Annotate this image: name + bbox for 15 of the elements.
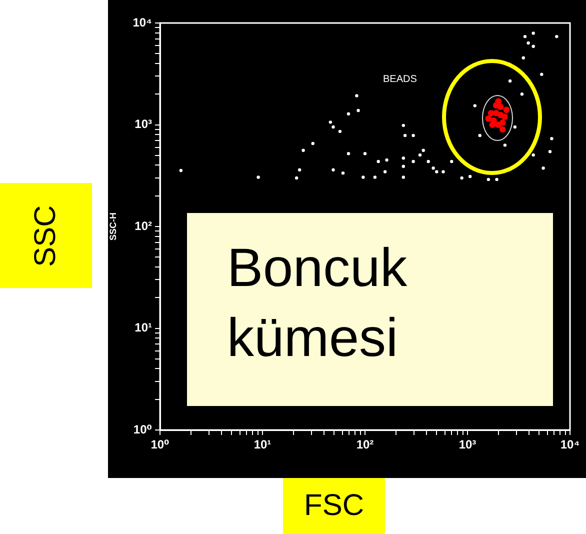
annotation: BEADS (383, 74, 417, 85)
x-tick-label: 10¹ (254, 438, 272, 452)
y-axis-title: SSC-H (108, 212, 118, 241)
y-tick-label: 10³ (134, 117, 152, 132)
note-box: Boncuk kümesi (187, 213, 553, 406)
x-tick-label: 10⁴ (560, 438, 580, 452)
x-tick-label: 10³ (458, 438, 476, 452)
x-axis-title: FSC (283, 478, 385, 534)
x-tick-label: 10⁰ (150, 438, 170, 452)
text: SSC (29, 204, 63, 266)
y-tick-label: 10⁴ (132, 15, 152, 30)
y-tick-label: 10¹ (134, 320, 152, 335)
y-tick-label: 10⁰ (133, 422, 152, 436)
x-tick-label: 10² (356, 438, 374, 452)
y-tick-label: 10² (134, 218, 152, 233)
